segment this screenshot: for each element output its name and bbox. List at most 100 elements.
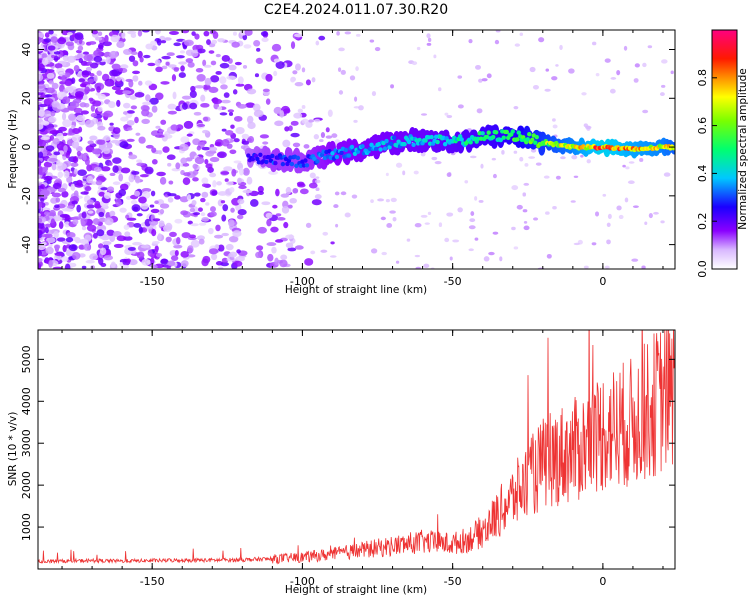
spectrogram-cell [538, 37, 545, 43]
spectrogram-cell [330, 241, 335, 245]
spectrogram-cell [71, 77, 76, 84]
spectrogram-cell [212, 180, 217, 188]
spectrogram-cell [293, 112, 303, 119]
spectrogram-cell [104, 34, 109, 43]
spectrogram-cell [66, 205, 74, 209]
spectrogram-cell [77, 45, 84, 51]
spectrogram-cell [524, 163, 529, 167]
spectrogram-cell [155, 92, 164, 100]
snr-y-axis-label: SNR (10 * v/v) [7, 412, 19, 487]
spectrogram-cell [294, 81, 304, 87]
spectrogram-cell [242, 167, 250, 176]
spectrogram-cell [457, 104, 464, 109]
spectrogram-cell [238, 167, 244, 176]
ridge-core [533, 140, 538, 145]
spectrogram-cell [134, 91, 145, 98]
spectrogram-cell [237, 198, 245, 205]
spectrogram-cell [200, 103, 210, 108]
spectrogram-cell [204, 77, 212, 86]
y-tick-label: 0 [20, 144, 33, 151]
spectrogram-cell [371, 91, 377, 97]
spectrogram-cell [102, 240, 112, 246]
spectrogram-cell [64, 221, 71, 228]
spectrogram-cell [444, 237, 450, 243]
spectrogram-cell [285, 242, 294, 249]
spectrogram-cell [55, 252, 64, 257]
ridge-core [280, 161, 286, 167]
spectrogram-cell [87, 61, 93, 65]
spectrogram-cell [354, 96, 358, 102]
spectrogram-cell [468, 225, 476, 230]
spectrogram-cell [129, 95, 137, 100]
spectrogram-cell [226, 75, 237, 80]
spectrogram-cell [176, 236, 181, 245]
spectrogram-cell [215, 53, 221, 58]
spectrogram-cell [194, 156, 205, 165]
spectrogram-cell [98, 211, 105, 218]
spectrogram-cell [237, 209, 247, 216]
spectrogram-cell [162, 146, 170, 153]
spectrogram-cell [92, 100, 102, 107]
spectrogram-cell [85, 259, 95, 264]
spectrogram-cell [268, 170, 279, 175]
spectrogram-cell [38, 139, 47, 147]
spectrogram-cell [65, 132, 76, 136]
spectrogram-cell [126, 120, 135, 126]
spectrogram-cell [79, 102, 87, 108]
spectrogram-cell [201, 177, 209, 184]
spectrogram-cell [180, 136, 190, 143]
spectrogram-cell [528, 156, 536, 159]
spectrogram-cell [544, 88, 551, 92]
spectrogram-cell [61, 190, 69, 198]
colorbar-tick-label: 0.6 [696, 117, 709, 135]
spectrogram-cell [51, 163, 57, 171]
spectrogram-cell [478, 78, 483, 83]
spectrogram-cell [591, 41, 597, 46]
ridge-core [384, 138, 389, 144]
spectrogram-cell [246, 176, 253, 185]
spectrogram-cell [88, 97, 94, 102]
spectrogram-cell [552, 206, 557, 210]
spectrogram-cell [155, 132, 164, 136]
spectrogram-cell [128, 79, 134, 88]
spectrogram-cell [171, 74, 177, 82]
spectrogram-cell [420, 152, 426, 157]
spectrogram-cell [297, 183, 306, 188]
spectrogram-cell [90, 104, 95, 112]
spectrogram-cell [95, 36, 103, 41]
spectrogram-cell [172, 91, 177, 100]
ridge-core [373, 146, 379, 152]
spectrogram-cell [535, 162, 542, 166]
spectrogram-cell [90, 112, 98, 118]
spectrogram-cell [237, 177, 242, 184]
spectrogram-cell [390, 197, 397, 203]
spectrogram-cell [173, 67, 180, 72]
spectrogram-cell [228, 251, 238, 258]
spectrogram-cell [139, 174, 149, 178]
spectrogram-cell [166, 266, 171, 269]
spectrogram-cell [233, 138, 240, 143]
ridge-core [246, 153, 251, 158]
spectrogram-cell [158, 220, 165, 227]
spectrogram-cell [211, 253, 218, 261]
spectrogram-cell [167, 260, 176, 267]
spectrogram-cell [208, 86, 219, 93]
ridge-core [315, 159, 320, 164]
spectrogram-cell [583, 265, 589, 269]
spectrogram-cell [145, 144, 154, 149]
spectrogram-cell [183, 172, 191, 177]
spectrogram-cell [314, 194, 322, 200]
colorbar-frame [711, 29, 738, 270]
spectrogram-cell [197, 207, 203, 212]
spectrogram-cell [414, 254, 421, 258]
ridge-core [294, 163, 299, 169]
spectrogram-cell [219, 76, 227, 85]
x-tick-label: -50 [444, 275, 462, 288]
spectrogram-cell [136, 159, 143, 164]
spectrogram-cell [119, 207, 127, 213]
spectrogram-cell [325, 127, 330, 133]
spectrogram-cell [45, 237, 56, 244]
spectrogram-cell [491, 157, 497, 161]
spectrogram-cell [38, 229, 43, 235]
spectrogram-cell [138, 226, 143, 234]
